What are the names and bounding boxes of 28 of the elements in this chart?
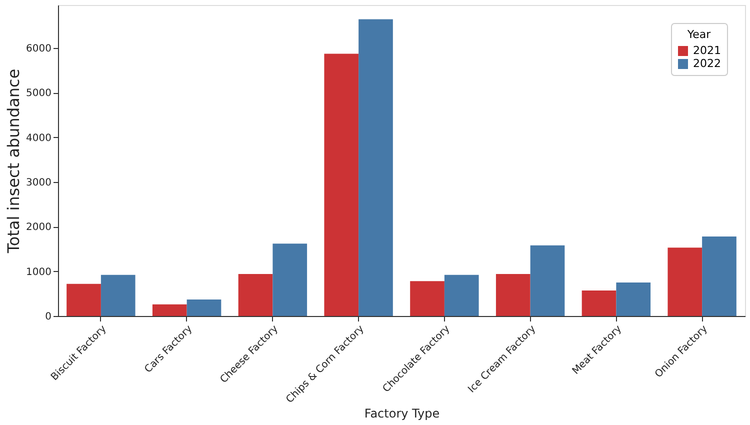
bar	[668, 248, 702, 316]
y-tick-label: 0	[45, 312, 52, 322]
y-axis-title: Total insect abundance	[4, 68, 24, 254]
y-tick-label: 5000	[26, 88, 52, 100]
bar	[530, 245, 565, 316]
y-tick-label: 3000	[26, 177, 52, 188]
y-tick-label: 4000	[26, 132, 52, 144]
bar	[238, 274, 273, 316]
bar	[358, 19, 393, 316]
bar	[496, 274, 530, 316]
bar	[272, 244, 308, 316]
legend-label: 2022	[693, 57, 721, 70]
y-tick-label: 2000	[26, 222, 52, 234]
bar	[186, 299, 222, 316]
bar	[324, 54, 359, 316]
bar	[702, 236, 736, 316]
y-tick-label: 6000	[26, 43, 52, 54]
legend-label: 2021	[693, 44, 721, 57]
bar	[444, 274, 479, 316]
y-tick-label: 1000	[26, 266, 52, 278]
legend-title: Year	[686, 28, 712, 41]
bar	[66, 284, 101, 316]
bar	[152, 304, 187, 316]
bar	[616, 282, 651, 316]
x-axis-title: Factory Type	[364, 406, 440, 421]
bar	[410, 281, 444, 316]
bar	[582, 290, 616, 316]
bar	[100, 274, 136, 316]
